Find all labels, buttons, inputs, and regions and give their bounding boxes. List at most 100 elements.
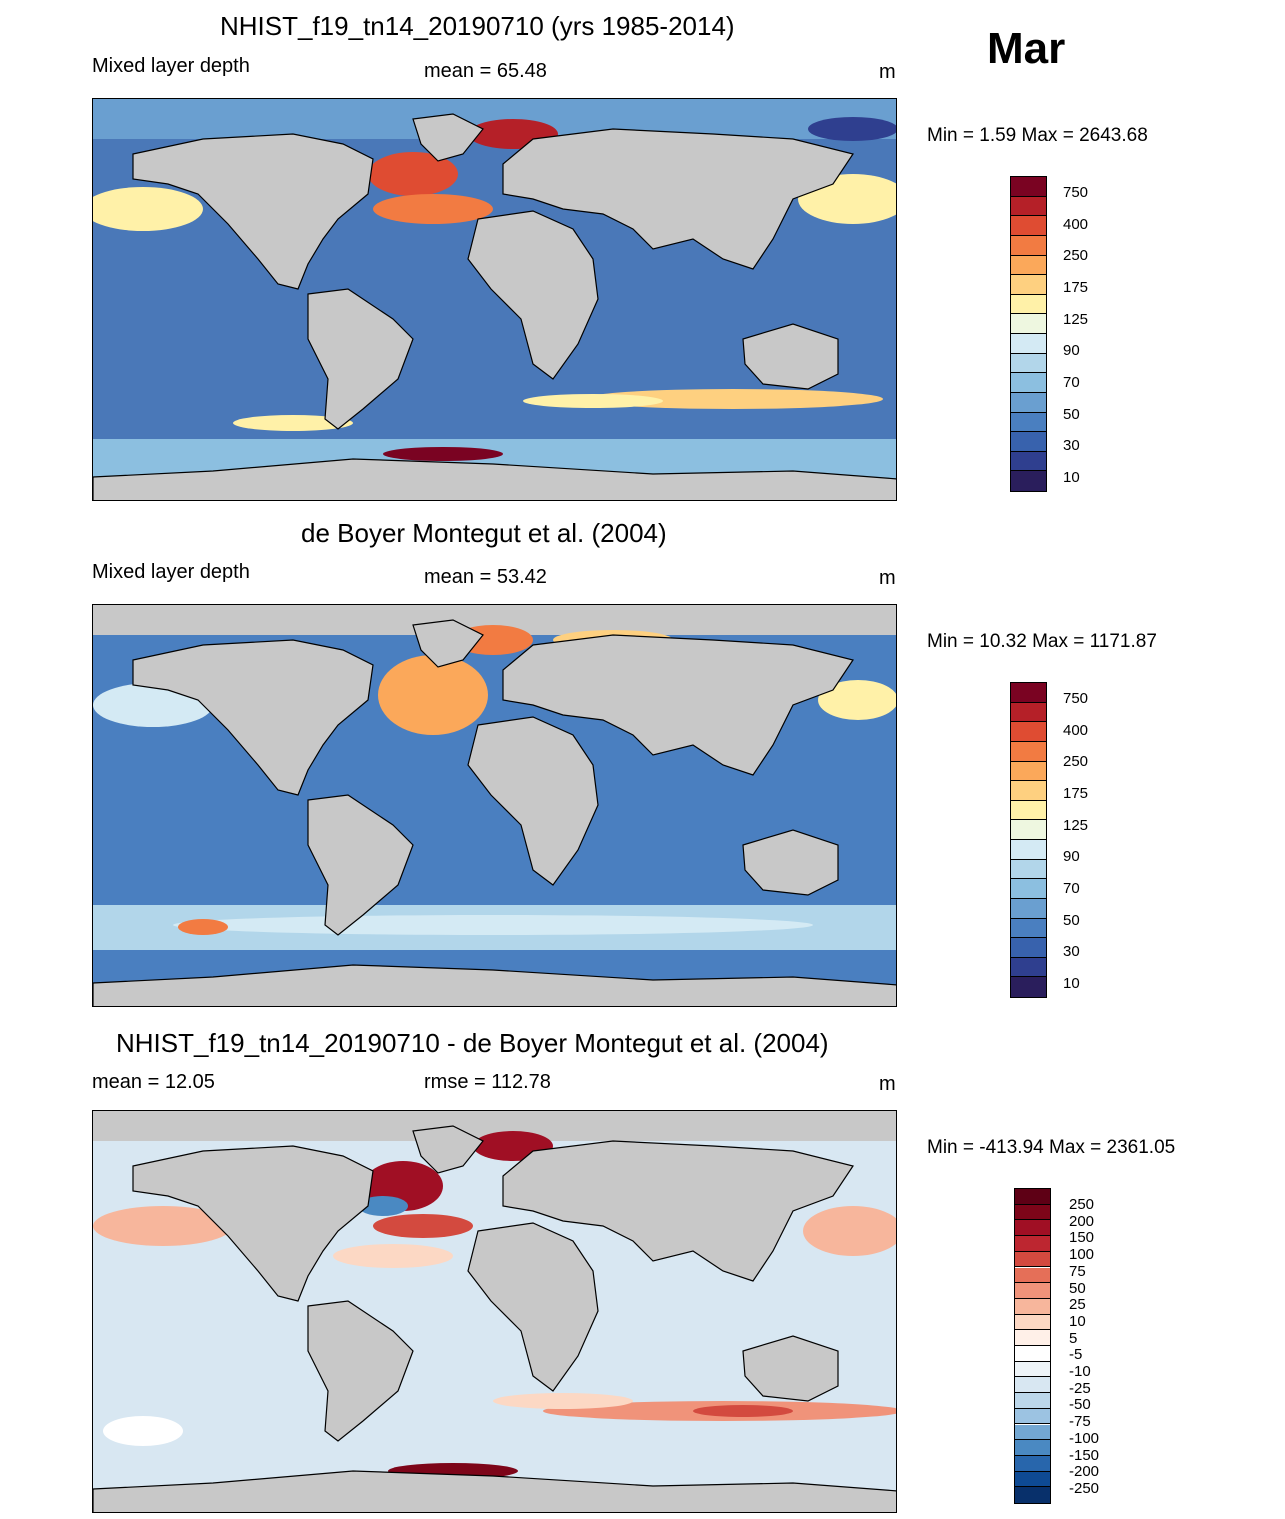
eurasia (502, 634, 854, 776)
colorbar-swatch (1015, 1471, 1050, 1488)
panel2-colorbar-label: 50 (1063, 912, 1080, 929)
panel1-map (92, 98, 897, 501)
colorbar-swatch (1011, 781, 1046, 801)
panel2-colorbar-label: 750 (1063, 690, 1089, 707)
ocean-feature (103, 1416, 183, 1446)
ocean-feature (583, 389, 883, 409)
colorbar-swatch (1011, 977, 1046, 997)
panel3-colorbar-box (1014, 1188, 1051, 1504)
panel3-mean-label: mean = 12.05 (92, 1071, 215, 1093)
panel2-colorbar: 750 400 250 175 125 90 70 50 30 10 (1010, 682, 1088, 998)
colorbar-swatch (1011, 800, 1046, 821)
panel3-map-graphic (93, 1111, 896, 1512)
ocean-feature (358, 1196, 408, 1216)
panel2-colorbar-label: 90 (1063, 848, 1080, 865)
panel3-colorbar-label: 200 (1069, 1213, 1095, 1230)
panel2-units-label: m (879, 567, 896, 589)
panel1-colorbar-label: 400 (1063, 216, 1089, 233)
greenland (412, 619, 484, 668)
ocean-feature (803, 1206, 896, 1256)
south-america (307, 288, 414, 430)
continents (93, 619, 896, 1006)
ocean-feature (808, 117, 896, 141)
australia (742, 829, 839, 896)
antarctica (93, 964, 896, 1006)
south-america (307, 794, 414, 936)
colorbar-swatch (1015, 1298, 1050, 1315)
panel1-colorbar-label: 70 (1063, 374, 1080, 391)
africa (467, 1222, 599, 1392)
colorbar-swatch (1015, 1314, 1050, 1331)
panel3-colorbar-label: 10 (1069, 1313, 1086, 1330)
colorbar-swatch (1015, 1393, 1050, 1409)
panel1-mean-label: mean = 65.48 (424, 60, 547, 82)
panel2-map-graphic (93, 605, 896, 1006)
continents (93, 113, 896, 500)
panel2-title: de Boyer Montegut et al. (2004) (301, 518, 667, 548)
colorbar-swatch (1011, 373, 1046, 393)
colorbar-swatch (1011, 177, 1046, 197)
panel3-colorbar-label: -25 (1069, 1380, 1091, 1397)
ocean-feature (333, 1244, 453, 1268)
panel3-colorbar-label: 250 (1069, 1196, 1095, 1213)
eurasia (502, 1140, 854, 1282)
colorbar-swatch (1015, 1236, 1050, 1252)
greenland (412, 113, 484, 162)
ocean-feature (93, 1206, 233, 1246)
colorbar-swatch (1011, 840, 1046, 860)
panel3-colorbar-label: -10 (1069, 1363, 1091, 1380)
colorbar-swatch (1011, 859, 1046, 880)
panel2-colorbar-label: 30 (1063, 943, 1080, 960)
colorbar-swatch (1015, 1424, 1050, 1441)
colorbar-swatch (1011, 741, 1046, 762)
ocean-feature (693, 1405, 793, 1417)
antarctica (93, 1470, 896, 1512)
north-america (132, 1145, 374, 1302)
colorbar-swatch (1011, 412, 1046, 433)
panel2-colorbar-label: 175 (1063, 785, 1089, 802)
colorbar-swatch (1011, 898, 1046, 919)
panel1-minmax: Min = 1.59 Max = 2643.68 (927, 125, 1148, 146)
month-label: Mar (987, 24, 1066, 73)
panel3-colorbar-label: -200 (1069, 1463, 1100, 1480)
panel3-colorbar-label: -250 (1069, 1480, 1100, 1497)
colorbar-swatch (1011, 918, 1046, 939)
ocean-feature (233, 415, 353, 431)
panel3-rmse-label: rmse = 112.78 (424, 1071, 551, 1093)
panel3-colorbar-label: 50 (1069, 1280, 1086, 1297)
colorbar-swatch (1011, 683, 1046, 703)
ocean-feature (378, 655, 488, 735)
ocean-feature (523, 394, 663, 408)
ocean-feature (368, 152, 458, 196)
panel3-colorbar-label: 100 (1069, 1246, 1095, 1263)
panel2-map (92, 604, 897, 1007)
colorbar-swatch (1011, 432, 1046, 452)
colorbar-swatch (1015, 1361, 1050, 1378)
ocean-feature (373, 1214, 473, 1238)
panel1-colorbar-label: 10 (1063, 469, 1080, 486)
panel1-colorbar-label: 750 (1063, 184, 1089, 201)
panel1-variable-label: Mixed layer depth (92, 55, 250, 77)
ocean-feature (93, 187, 203, 231)
panel3-units-label: m (879, 1073, 896, 1095)
panel1-title: NHIST_f19_tn14_20190710 (yrs 1985-2014) (220, 11, 735, 41)
panel1-colorbar-label: 175 (1063, 279, 1089, 296)
panel1-map-graphic (93, 99, 896, 500)
panel2-colorbar-box (1010, 682, 1047, 998)
panel3-colorbar-label: -100 (1069, 1430, 1100, 1447)
panel2-mean-label: mean = 53.42 (424, 566, 547, 588)
ocean-feature (383, 447, 503, 461)
ocean-feature (818, 680, 896, 720)
colorbar-swatch (1015, 1440, 1050, 1456)
colorbar-swatch (1015, 1408, 1050, 1425)
colorbar-swatch (1015, 1346, 1050, 1362)
panel3-colorbar-label: 25 (1069, 1296, 1086, 1313)
panel1-colorbar-label: 250 (1063, 247, 1089, 264)
panel1-colorbar-label: 30 (1063, 437, 1080, 454)
north-america (132, 133, 374, 290)
ocean-feature (493, 1393, 633, 1409)
ocean-feature (373, 194, 493, 224)
panel3-colorbar-label: -5 (1069, 1346, 1083, 1363)
australia (742, 1335, 839, 1402)
colorbar-swatch (1011, 334, 1046, 354)
